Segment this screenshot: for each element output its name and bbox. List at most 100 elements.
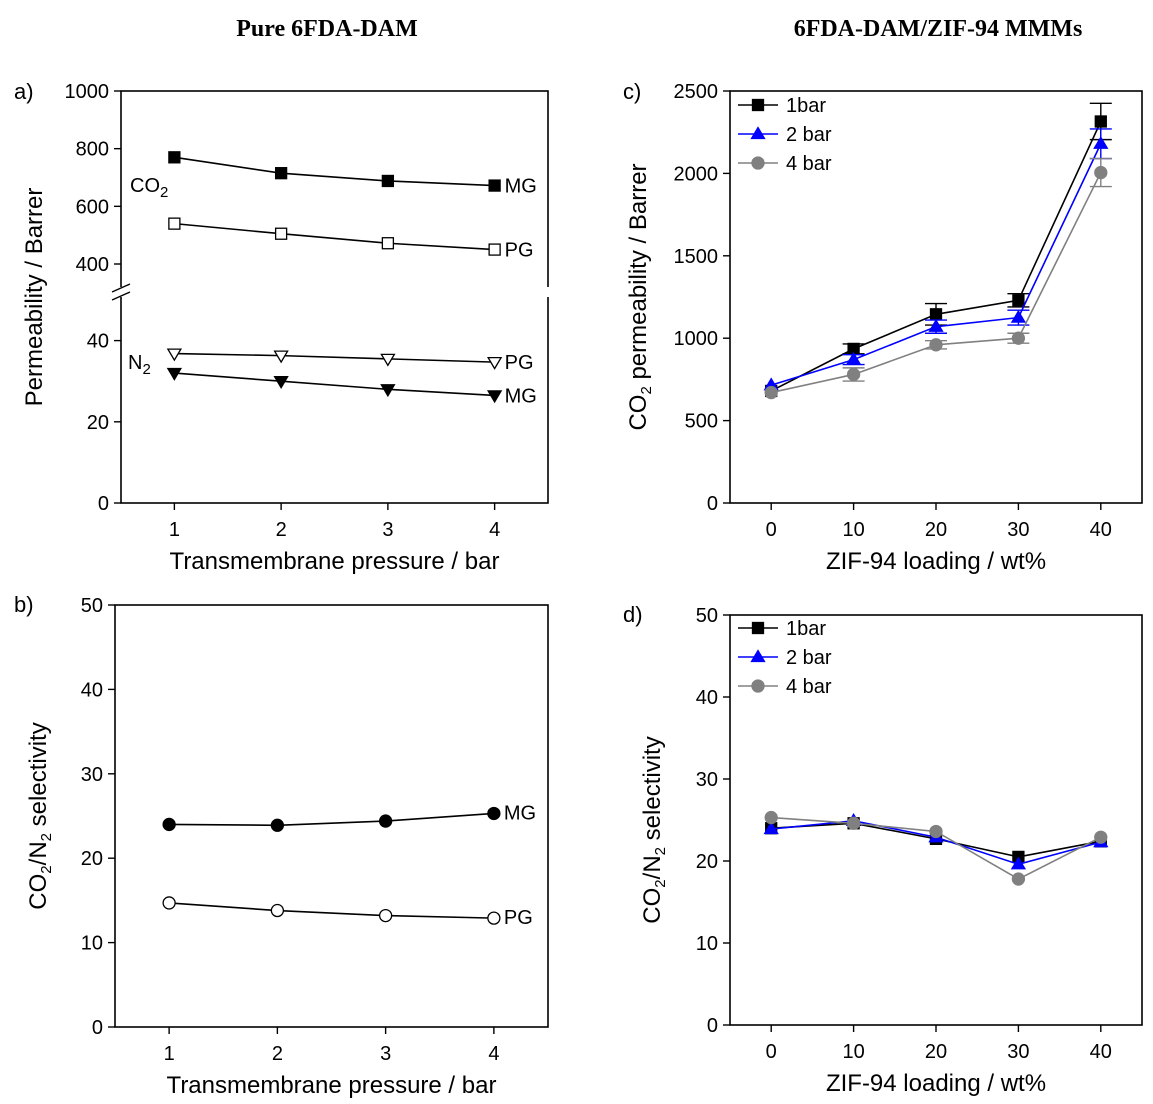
legend-marker — [751, 621, 765, 635]
data-point — [486, 390, 503, 404]
panel-label: b) — [14, 592, 34, 617]
y-tick-label: 40 — [696, 687, 718, 709]
data-point — [929, 824, 943, 839]
data-point — [846, 816, 861, 830]
y-tick-label: 0 — [98, 493, 109, 515]
y-tick-label: 40 — [81, 679, 103, 701]
y-axis-label: CO2 permeability / Barrer — [625, 163, 655, 430]
data-point — [274, 167, 288, 180]
y-tick-label: 50 — [81, 595, 103, 617]
series-end-label: MG — [504, 802, 536, 824]
axis-break-gap — [117, 287, 125, 297]
y-axis-label: CO2/N2 selectivity — [639, 736, 669, 923]
y-axis-label: Permeability / Barrer — [21, 188, 48, 407]
x-tick-label: 4 — [488, 1043, 499, 1065]
x-tick-label: 1 — [164, 1043, 175, 1065]
y-tick-label: 800 — [76, 139, 109, 161]
y-tick-label: 30 — [81, 764, 103, 786]
series-line-MG — [169, 812, 494, 827]
legend-label: 4 bar — [786, 153, 832, 175]
data-point — [380, 384, 396, 398]
data-point — [162, 896, 176, 910]
series-end-label: MG — [505, 385, 537, 407]
y-tick-label: 0 — [707, 1015, 718, 1037]
y-tick-label: 10 — [696, 933, 718, 955]
panel-c: c) 0 10 20 30 40 ZIF-94 loading / wt% 0 500 1000 1… — [623, 79, 1143, 575]
y-tick-label: 0 — [707, 493, 718, 515]
y-tick-label: 600 — [76, 196, 109, 218]
column-title-left: Pure 6FDA-DAM — [236, 16, 418, 42]
y-tick-label: 10 — [81, 933, 103, 955]
group-label-co2: CO2 — [130, 175, 168, 201]
series-end-label: PG — [504, 907, 533, 929]
data-point — [487, 911, 501, 925]
data-point — [270, 818, 285, 832]
data-point — [1011, 872, 1026, 886]
y-axis-label: CO2/N2 selectivity — [25, 722, 55, 909]
x-axis-label: ZIF-94 loading / wt% — [826, 1070, 1046, 1097]
y-tick-label: 20 — [87, 412, 109, 434]
series-line-CO2-PG — [174, 222, 495, 251]
data-point — [486, 356, 503, 370]
data-point — [273, 350, 289, 364]
y-tick-label: 400 — [76, 254, 109, 276]
series-line-4 bar — [771, 172, 1102, 394]
series-line-N2-PG — [174, 352, 495, 363]
y-tick-label: 30 — [696, 769, 718, 791]
y-tick-label: 2500 — [674, 81, 719, 103]
panel-d: d) 0 10 20 30 40 ZIF-94 loading / wt% 0 10 20 30 40… — [623, 602, 1143, 1097]
data-point — [1012, 294, 1025, 307]
data-point — [763, 821, 779, 835]
x-tick-label: 0 — [766, 1041, 777, 1063]
series-end-label: MG — [505, 176, 537, 198]
y-tick-label: 1000 — [65, 81, 110, 103]
legend-marker — [750, 126, 766, 140]
legend-label: 4 bar — [786, 676, 832, 698]
data-point — [1094, 165, 1108, 180]
data-point — [929, 308, 943, 321]
y-tick-label: 1000 — [674, 328, 719, 350]
panel-label: c) — [623, 79, 641, 104]
plot-frame — [120, 90, 549, 504]
data-point — [168, 151, 181, 164]
data-point — [764, 810, 778, 825]
panel-b: b) 1 2 3 4 Transmembrane pressure / bar 0 10 20 3… — [14, 592, 549, 1099]
data-point — [378, 814, 393, 828]
data-point — [1011, 331, 1026, 345]
panel-label: a) — [14, 79, 34, 104]
x-tick-label: 40 — [1090, 1041, 1112, 1063]
x-tick-label: 30 — [1007, 519, 1029, 541]
data-point — [488, 179, 501, 192]
x-tick-label: 40 — [1090, 519, 1112, 541]
y-tick-label: 50 — [696, 605, 718, 627]
data-point — [162, 817, 176, 832]
x-tick-label: 1 — [169, 519, 180, 541]
x-tick-label: 0 — [766, 519, 777, 541]
legend-label: 1bar — [786, 618, 826, 640]
data-point — [846, 367, 861, 382]
y-tick-label: 40 — [87, 331, 109, 353]
panel-label: d) — [623, 602, 643, 627]
data-point — [929, 338, 943, 352]
x-tick-label: 3 — [382, 519, 393, 541]
x-axis-label: Transmembrane pressure / bar — [167, 1072, 497, 1099]
x-axis-label: ZIF-94 loading / wt% — [826, 548, 1046, 575]
series-line-CO2-MG — [174, 156, 495, 187]
x-tick-label: 3 — [380, 1043, 391, 1065]
data-point — [1094, 830, 1108, 844]
x-tick-label: 30 — [1007, 1041, 1029, 1063]
legend-label: 2 bar — [786, 647, 832, 669]
data-point — [764, 385, 778, 400]
x-axis-label: Transmembrane pressure / bar — [170, 548, 500, 575]
data-point — [1094, 115, 1107, 128]
data-point — [378, 908, 393, 923]
x-tick-label: 2 — [276, 519, 287, 541]
data-point — [488, 243, 501, 256]
axis-break-mark — [111, 291, 131, 301]
legend-label: 1bar — [786, 95, 826, 117]
series-line-N2-MG — [174, 372, 495, 397]
data-point — [166, 348, 183, 362]
axis-break-gap — [544, 287, 552, 297]
data-point — [273, 376, 289, 389]
